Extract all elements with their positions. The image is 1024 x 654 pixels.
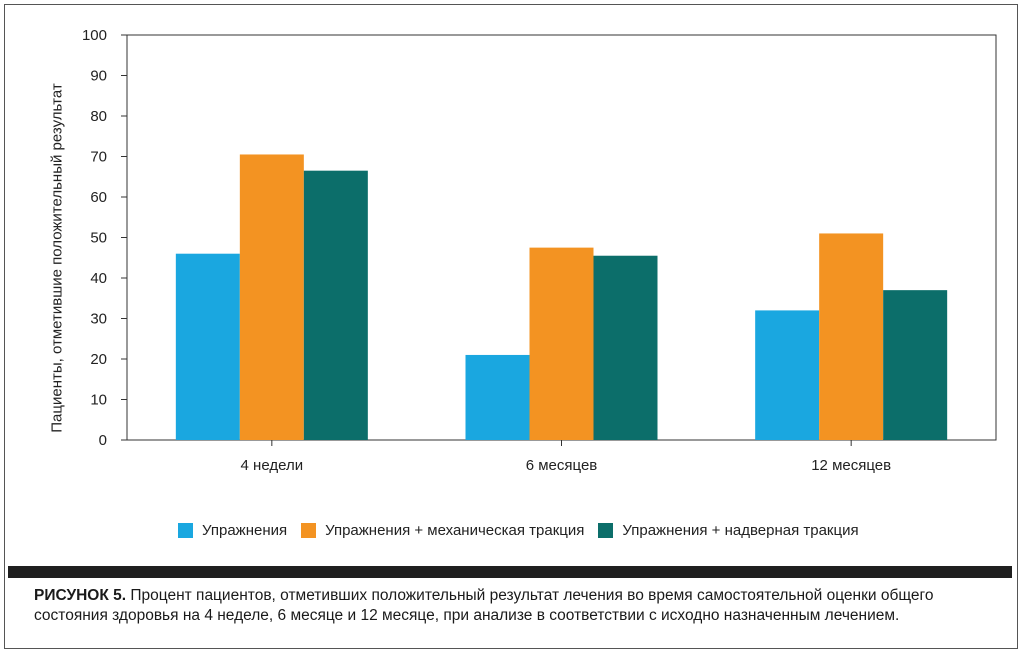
- bar-1-2: [465, 354, 530, 440]
- bar-1-1: [175, 253, 240, 440]
- bar-2-2: [529, 247, 594, 440]
- y-tick-label: 30: [90, 311, 107, 328]
- legend-item-mechanical-traction: Упражнения + механическая тракция: [301, 522, 584, 539]
- y-tick-label: 60: [90, 189, 107, 206]
- y-axis-title: Пациенты, отметившие положительный резул…: [48, 83, 66, 433]
- bar-2-3: [819, 233, 884, 440]
- caption-divider: [8, 566, 1012, 578]
- bar-3-3: [883, 290, 948, 440]
- x-tick-label: 4 недели: [241, 457, 304, 474]
- y-tick-label: 50: [90, 230, 107, 247]
- x-tick-label: 12 месяцев: [811, 457, 891, 474]
- legend-swatch-door-traction: [598, 523, 614, 538]
- y-tick-label: 20: [90, 351, 107, 368]
- y-tick-label: 0: [99, 432, 107, 449]
- caption-label: РИСУНОК 5.: [34, 587, 127, 604]
- y-tick-label: 10: [90, 392, 107, 409]
- legend-swatch-exercise: [178, 523, 193, 538]
- legend: Упражнения Упражнения + механическая тра…: [178, 522, 859, 539]
- y-tick-label: 90: [90, 68, 107, 85]
- legend-label-mechanical-traction: Упражнения + механическая тракция: [325, 522, 585, 539]
- bar-2-1: [239, 154, 304, 440]
- bar-3-1: [303, 170, 368, 441]
- legend-label-exercise: Упражнения: [202, 522, 288, 539]
- y-tick-label: 80: [90, 108, 107, 125]
- y-tick-label: 40: [90, 270, 107, 287]
- legend-item-exercise: Упражнения: [178, 522, 287, 539]
- bar-3-2: [593, 255, 658, 440]
- figure-caption: РИСУНОК 5. Процент пациентов, отметивших…: [34, 586, 994, 626]
- x-tick-label: 6 месяцев: [526, 457, 598, 474]
- legend-item-door-traction: Упражнения + надверная тракция: [598, 522, 859, 539]
- bar-chart: 0 10 20 30 40 50 60 70 80 90 100 4 недели 6 месяцев 1…: [82, 27, 997, 474]
- caption-text: Процент пациентов, отметивших положитель…: [34, 587, 934, 624]
- bar-1-3: [755, 310, 820, 440]
- legend-label-door-traction: Упражнения + надверная тракция: [622, 522, 859, 539]
- y-tick-label: 70: [90, 149, 107, 166]
- legend-swatch-mechanical-traction: [301, 523, 317, 538]
- y-tick-label: 100: [82, 27, 107, 44]
